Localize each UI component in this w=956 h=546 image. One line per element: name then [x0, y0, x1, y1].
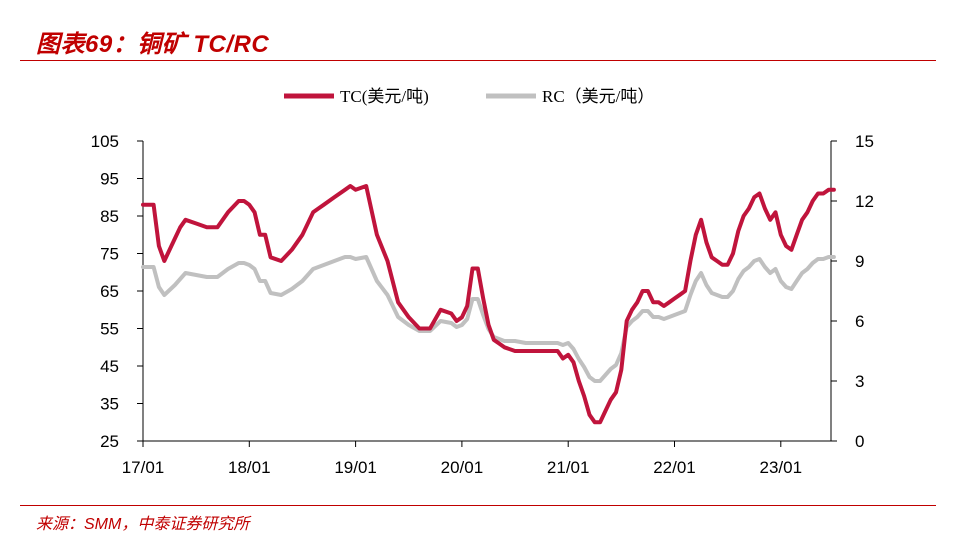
- legend: TC(美元/吨) RC（美元/吨）: [284, 87, 654, 106]
- y-left-tick-label: 95: [100, 170, 119, 189]
- y-right-tick-label: 12: [855, 192, 874, 211]
- chart-title: 图表69：铜矿 TC/RC: [36, 31, 270, 58]
- y-left-tick-label: 55: [100, 320, 119, 339]
- x-tick-label: 20/01: [441, 458, 484, 477]
- axes: 25 35 45 55 65 75 85 95 105 0 3 6 9 12 15 17/01 18/01 19/…: [91, 132, 874, 477]
- plot-lines: [141, 184, 836, 425]
- y-left-tick-label: 65: [100, 282, 119, 301]
- series-line-tc: [141, 184, 836, 425]
- chart-canvas: TC(美元/吨) RC（美元/吨） 25 35 45 55 65 75 85 95 105 0 3 6…: [91, 87, 874, 477]
- legend-label-rc: RC（美元/吨）: [542, 87, 654, 106]
- x-tick-label: 21/01: [547, 458, 590, 477]
- series-line-rc: [141, 255, 836, 383]
- y-right-tick-label: 3: [855, 372, 864, 391]
- legend-label-tc: TC(美元/吨): [340, 87, 429, 106]
- x-tick-label: 18/01: [228, 458, 271, 477]
- y-right-tick-label: 6: [855, 312, 864, 331]
- y-right-tick-label: 15: [855, 132, 874, 151]
- y-left-tick-label: 75: [100, 245, 119, 264]
- source-note: 来源：SMM，中泰证券研究所: [36, 516, 250, 533]
- x-tick-label: 22/01: [653, 458, 696, 477]
- title-divider: [20, 60, 936, 61]
- y-right-tick-label: 9: [855, 252, 864, 271]
- footer-divider: [20, 505, 936, 506]
- y-left-tick-label: 85: [100, 207, 119, 226]
- x-tick-label: 17/01: [122, 458, 165, 477]
- y-left-tick-label: 45: [100, 357, 119, 376]
- y-left-tick-label: 35: [100, 395, 119, 414]
- y-right-tick-label: 0: [855, 432, 864, 451]
- x-tick-label: 23/01: [760, 458, 803, 477]
- y-left-tick-label: 105: [91, 132, 119, 151]
- y-left-tick-label: 25: [100, 432, 119, 451]
- x-tick-label: 19/01: [334, 458, 377, 477]
